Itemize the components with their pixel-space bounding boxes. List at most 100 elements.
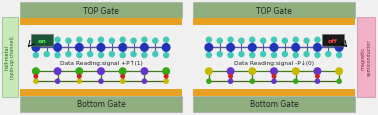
Text: half-metal
(spin-up channel): half-metal (spin-up channel) — [5, 36, 15, 79]
Circle shape — [55, 79, 60, 84]
Text: magnetic
semiconductor: magnetic semiconductor — [361, 39, 372, 76]
Circle shape — [87, 38, 93, 45]
Text: Data Reading:signal -P↓(0): Data Reading:signal -P↓(0) — [234, 60, 314, 65]
Circle shape — [249, 79, 255, 84]
Circle shape — [152, 38, 158, 45]
FancyBboxPatch shape — [322, 35, 344, 47]
Circle shape — [260, 51, 266, 58]
Circle shape — [217, 38, 223, 45]
Circle shape — [314, 79, 320, 84]
Bar — [193, 26, 355, 89]
Circle shape — [228, 52, 234, 59]
Circle shape — [87, 51, 93, 58]
Circle shape — [325, 38, 332, 45]
Circle shape — [98, 52, 104, 59]
Text: Bottom Gate: Bottom Gate — [77, 100, 125, 109]
Circle shape — [98, 37, 104, 43]
Text: off: off — [328, 39, 338, 43]
Bar — [193, 96, 355, 112]
Circle shape — [119, 52, 126, 59]
Circle shape — [313, 43, 322, 52]
Circle shape — [206, 52, 212, 59]
Circle shape — [141, 68, 149, 76]
Circle shape — [206, 37, 212, 43]
Circle shape — [270, 68, 278, 76]
Text: Bottom Gate: Bottom Gate — [249, 100, 298, 109]
Circle shape — [228, 79, 233, 84]
Circle shape — [293, 79, 299, 84]
Circle shape — [152, 51, 158, 58]
Circle shape — [43, 38, 50, 45]
Bar — [193, 3, 355, 19]
Circle shape — [75, 68, 83, 76]
Circle shape — [164, 74, 169, 79]
Circle shape — [53, 43, 62, 52]
Circle shape — [293, 52, 299, 59]
Circle shape — [336, 52, 342, 59]
Circle shape — [217, 51, 223, 58]
Circle shape — [226, 68, 235, 76]
Circle shape — [54, 52, 61, 59]
Circle shape — [304, 38, 310, 45]
Circle shape — [248, 68, 256, 76]
Text: TOP Gate: TOP Gate — [256, 6, 292, 15]
Circle shape — [76, 37, 82, 43]
Circle shape — [76, 52, 82, 59]
Circle shape — [205, 68, 213, 76]
Circle shape — [206, 79, 212, 84]
Circle shape — [33, 79, 39, 84]
Bar — [193, 89, 355, 96]
Bar — [357, 18, 375, 97]
Circle shape — [32, 68, 40, 76]
Circle shape — [204, 43, 213, 52]
Circle shape — [336, 79, 342, 84]
Bar — [2, 18, 18, 97]
Circle shape — [162, 43, 170, 52]
Circle shape — [98, 79, 104, 84]
Circle shape — [238, 38, 245, 45]
Circle shape — [120, 74, 125, 79]
Circle shape — [336, 37, 342, 43]
Circle shape — [335, 43, 344, 52]
Circle shape — [96, 43, 105, 52]
Circle shape — [304, 51, 310, 58]
Circle shape — [54, 37, 61, 43]
Bar — [20, 96, 182, 112]
Circle shape — [43, 51, 50, 58]
Circle shape — [142, 79, 147, 84]
Circle shape — [271, 79, 277, 84]
Circle shape — [163, 52, 169, 59]
Text: TOP Gate: TOP Gate — [83, 6, 119, 15]
Circle shape — [76, 79, 82, 84]
Circle shape — [291, 43, 300, 52]
Circle shape — [65, 51, 71, 58]
Circle shape — [271, 52, 277, 59]
Circle shape — [270, 43, 279, 52]
Bar — [20, 3, 182, 19]
Circle shape — [313, 68, 321, 76]
Circle shape — [141, 37, 148, 43]
Circle shape — [228, 74, 233, 79]
Circle shape — [228, 37, 234, 43]
Circle shape — [271, 74, 276, 79]
Circle shape — [314, 37, 321, 43]
Bar — [20, 19, 182, 26]
Circle shape — [130, 51, 137, 58]
Circle shape — [31, 43, 40, 52]
Circle shape — [33, 74, 38, 79]
Circle shape — [65, 38, 71, 45]
Circle shape — [108, 38, 115, 45]
Bar — [20, 89, 182, 96]
Circle shape — [119, 68, 127, 76]
Circle shape — [54, 68, 62, 76]
Circle shape — [314, 52, 321, 59]
Circle shape — [325, 51, 332, 58]
Bar — [193, 19, 355, 26]
Circle shape — [335, 68, 343, 76]
Circle shape — [108, 51, 115, 58]
Circle shape — [293, 37, 299, 43]
Circle shape — [162, 68, 170, 76]
Circle shape — [118, 43, 127, 52]
Circle shape — [249, 37, 256, 43]
Circle shape — [226, 43, 235, 52]
